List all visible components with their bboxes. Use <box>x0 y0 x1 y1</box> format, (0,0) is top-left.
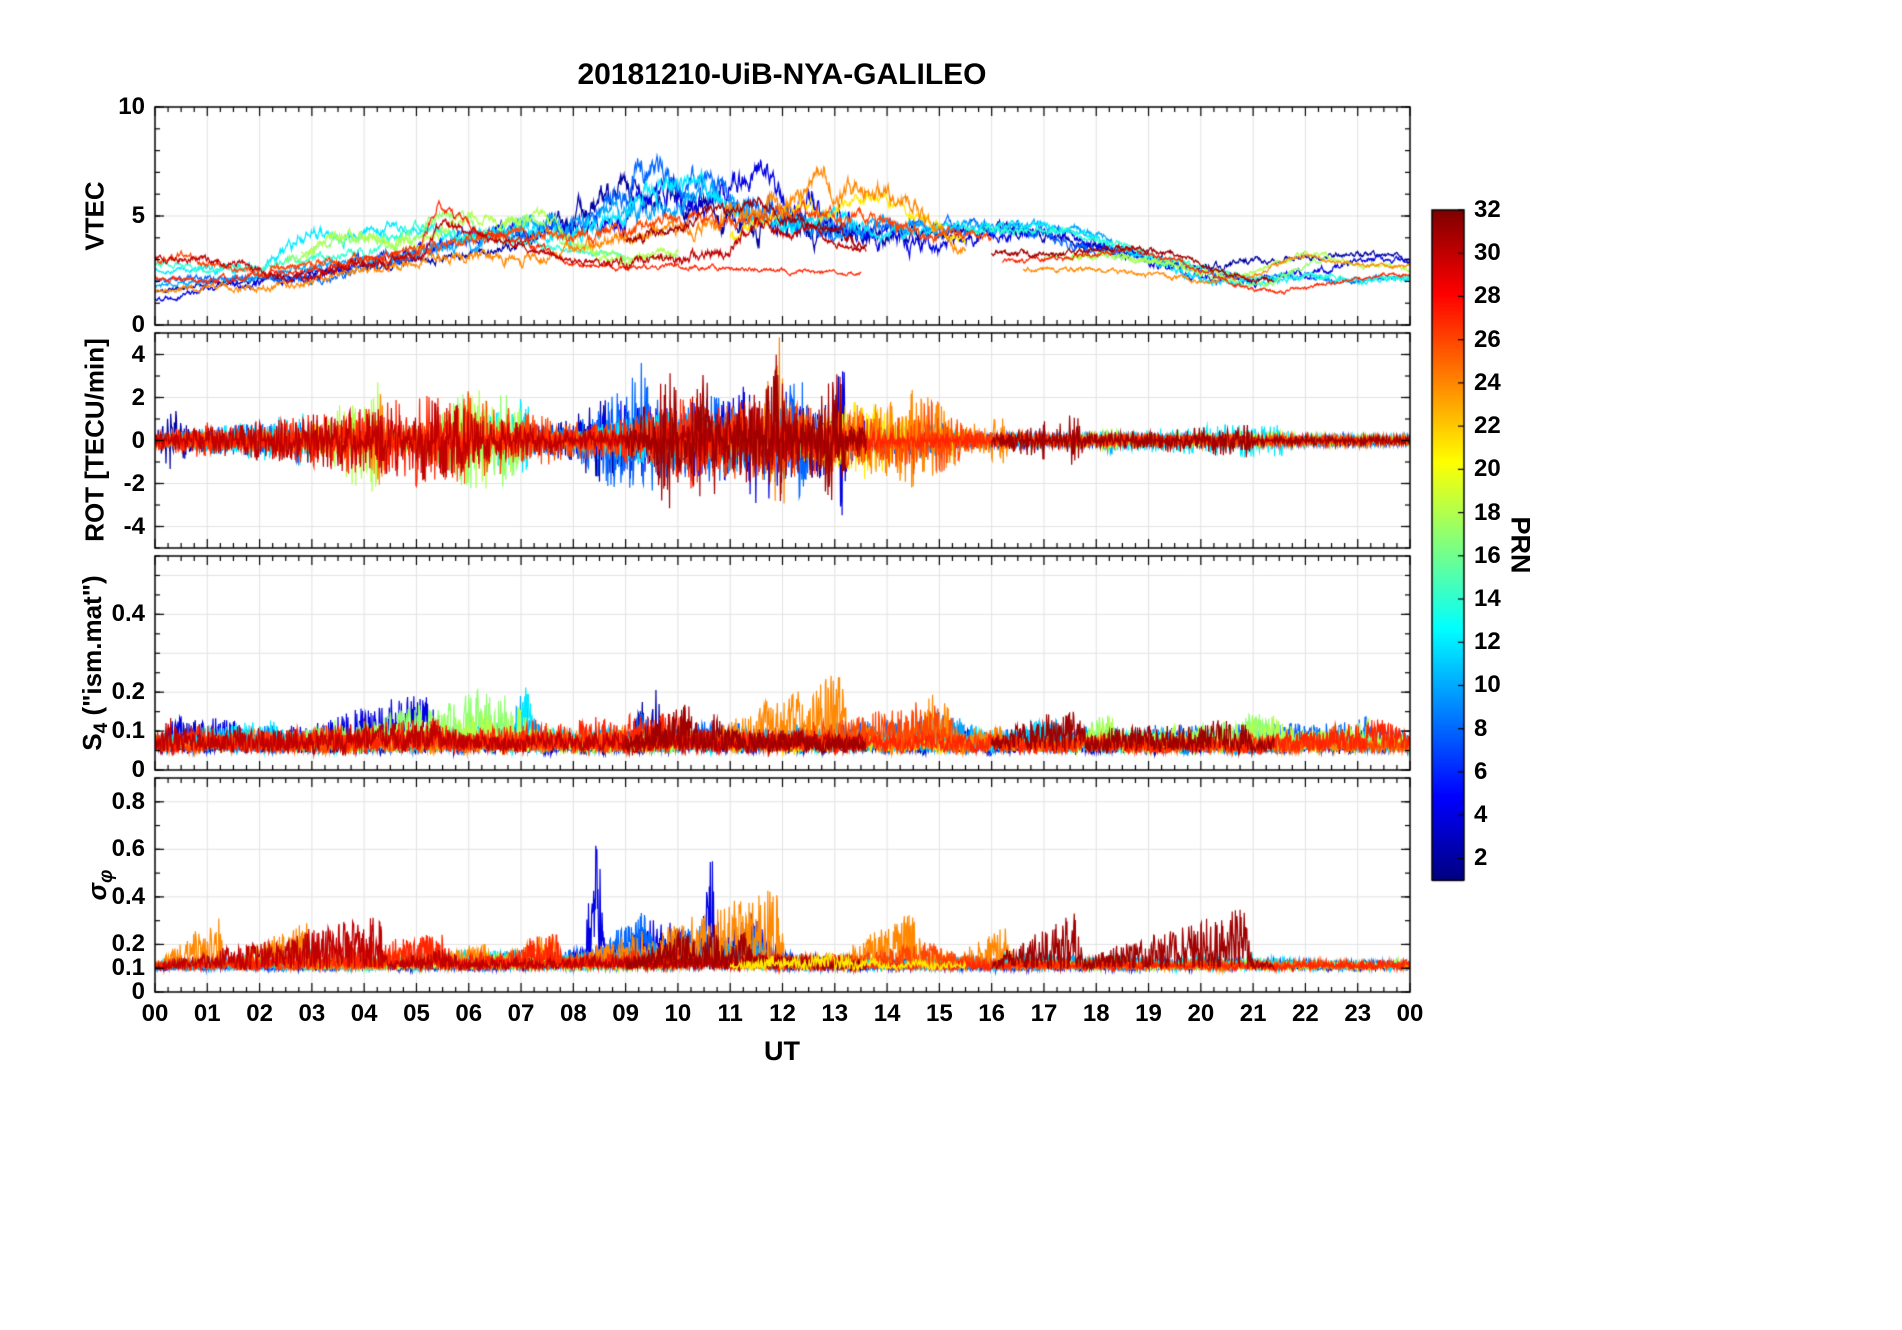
x-tick-label: 03 <box>298 1000 326 1027</box>
cb-tick-label: 22 <box>1474 412 1501 440</box>
y-tick-label: 0.4 <box>111 882 145 910</box>
x-tick-label: 08 <box>559 1000 587 1027</box>
cb-tick-label: 8 <box>1474 714 1488 742</box>
y-tick-label: 0.2 <box>111 678 145 706</box>
x-tick-label: 00 <box>1396 1000 1424 1027</box>
cb-tick-label: 10 <box>1474 671 1501 699</box>
cb-tick-label: 20 <box>1474 455 1501 483</box>
x-tick-label: 00 <box>141 1000 169 1027</box>
x-tick-label: 14 <box>873 1000 901 1027</box>
cb-tick-label: 6 <box>1474 757 1488 785</box>
y-tick-label: 0.6 <box>111 835 145 863</box>
y-tick-label: 0 <box>131 426 145 454</box>
cb-tick-label: 32 <box>1474 196 1501 223</box>
y-tick-label: -4 <box>123 512 145 540</box>
y-tick-label: 0.4 <box>111 600 145 628</box>
x-tick-label: 13 <box>821 1000 849 1027</box>
x-tick-label: 20 <box>1187 1000 1215 1027</box>
x-tick-label: 04 <box>350 1000 378 1027</box>
y-tick-label: 5 <box>131 202 145 229</box>
chart-title: 20181210-UiB-NYA-GALILEO <box>577 58 987 91</box>
y-tick-label: 0 <box>131 756 145 783</box>
x-tick-label: 22 <box>1292 1000 1319 1027</box>
x-axis-label: UT <box>764 1036 800 1066</box>
x-tick-label: 23 <box>1344 1000 1372 1027</box>
y-tick-label: -2 <box>123 469 145 497</box>
x-tick-label: 17 <box>1030 1000 1058 1027</box>
y-tick-label: 0 <box>131 311 145 338</box>
colorbar-label: PRN <box>1505 516 1536 574</box>
y-tick-label: 0.1 <box>111 954 145 982</box>
vtec-axis-label: VTEC <box>79 181 110 251</box>
x-tick-label: 12 <box>769 1000 796 1027</box>
cb-tick-label: 12 <box>1474 628 1501 656</box>
x-tick-label: 09 <box>612 1000 639 1027</box>
x-tick-label: 01 <box>193 1000 221 1027</box>
x-tick-label: 11 <box>717 1000 743 1027</box>
x-tick-label: 07 <box>507 1000 535 1027</box>
s4-label-sub: 4 <box>91 722 113 734</box>
cb-tick-label: 26 <box>1474 325 1501 353</box>
cb-tick-label: 18 <box>1474 498 1501 526</box>
sigma-label-sub: φ <box>96 869 118 884</box>
x-tick-label: 19 <box>1135 1000 1162 1027</box>
cb-tick-label: 14 <box>1474 585 1501 613</box>
y-tick-label: 0.8 <box>111 787 145 815</box>
y-tick-label: 2 <box>131 383 145 411</box>
y-tick-label: 0 <box>131 978 145 1005</box>
cb-tick-label: 4 <box>1474 801 1488 829</box>
cb-tick-label: 2 <box>1474 844 1488 872</box>
y-tick-label: 0.1 <box>111 717 145 745</box>
x-tick-label: 18 <box>1082 1000 1110 1027</box>
s4-label-main: S <box>76 733 107 751</box>
x-tick-label: 05 <box>403 1000 430 1027</box>
sigma-label-main: σ <box>81 883 112 901</box>
cb-tick-label: 16 <box>1474 541 1501 569</box>
y-tick-label: 10 <box>118 93 145 120</box>
x-tick-label: 21 <box>1239 1000 1267 1027</box>
cb-tick-label: 28 <box>1474 282 1501 310</box>
x-tick-label: 16 <box>978 1000 1006 1027</box>
cb-tick-label: 30 <box>1474 239 1501 267</box>
s4-axis-label: S4 ("ism.mat") <box>77 575 113 750</box>
y-tick-label: 0.2 <box>111 930 145 958</box>
rot-axis-label: ROT [TECU/min] <box>79 338 110 542</box>
x-tick-label: 10 <box>664 1000 692 1027</box>
s4-label-rest: ("ism.mat") <box>76 575 107 723</box>
x-tick-label: 06 <box>455 1000 483 1027</box>
cb-tick-label: 24 <box>1474 368 1501 396</box>
y-tick-label: 4 <box>131 340 145 368</box>
x-tick-label: 02 <box>246 1000 273 1027</box>
x-tick-label: 15 <box>926 1000 953 1027</box>
